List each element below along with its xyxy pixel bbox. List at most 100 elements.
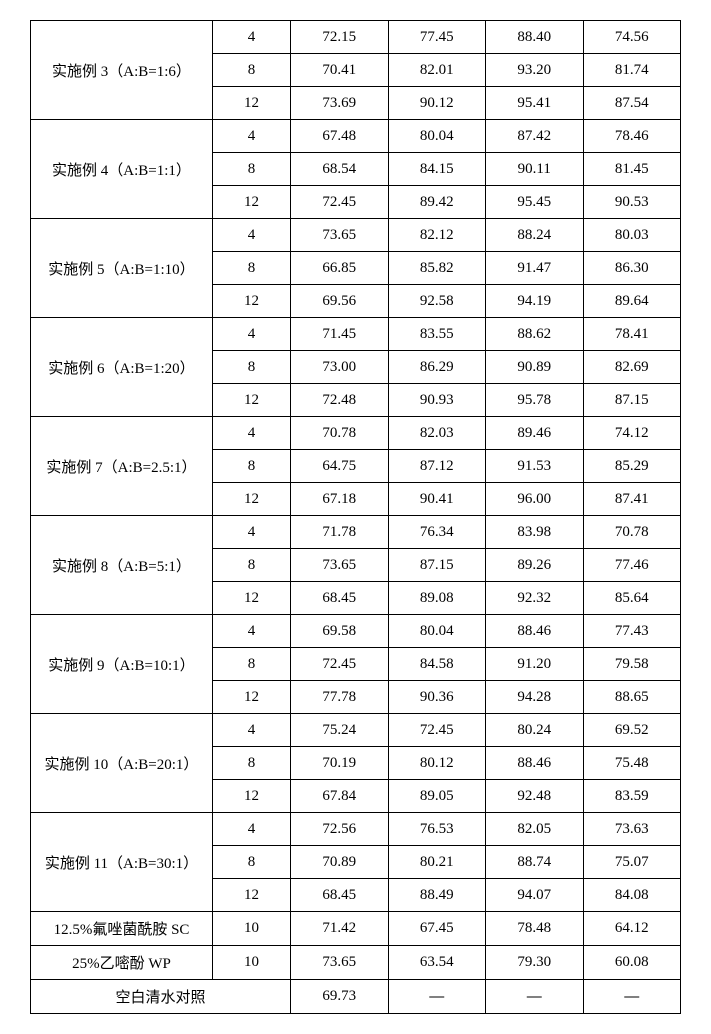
dose-cell: 12 — [213, 384, 291, 417]
value-cell: 67.48 — [291, 120, 389, 153]
dose-cell: 12 — [213, 483, 291, 516]
table-row: 实施例 4（A:B=1:1）467.4880.0487.4278.46 — [31, 120, 681, 153]
value-cell: 92.58 — [388, 285, 486, 318]
dose-cell: 4 — [213, 615, 291, 648]
value-cell: 68.45 — [291, 582, 389, 615]
value-cell: 83.59 — [583, 780, 681, 813]
value-cell: 87.54 — [583, 87, 681, 120]
value-cell: 88.49 — [388, 879, 486, 912]
group-label: 实施例 9（A:B=10:1） — [31, 615, 213, 714]
table-row: 实施例 5（A:B=1:10）473.6582.1288.2480.03 — [31, 219, 681, 252]
value-cell: 77.46 — [583, 549, 681, 582]
table-row: 12.5%氟唑菌酰胺 SC1071.4267.4578.4864.12 — [31, 912, 681, 946]
value-cell: 79.30 — [486, 946, 584, 980]
table-row: 实施例 9（A:B=10:1）469.5880.0488.4677.43 — [31, 615, 681, 648]
table-row: 实施例 3（A:B=1:6）472.1577.4588.4074.56 — [31, 21, 681, 54]
value-cell: 93.20 — [486, 54, 584, 87]
value-cell: 70.19 — [291, 747, 389, 780]
value-cell: 82.69 — [583, 351, 681, 384]
dose-cell: 12 — [213, 879, 291, 912]
value-cell: 70.89 — [291, 846, 389, 879]
dose-cell: 8 — [213, 54, 291, 87]
value-cell: 69.58 — [291, 615, 389, 648]
value-cell: 72.45 — [291, 186, 389, 219]
value-cell: 94.07 — [486, 879, 584, 912]
dose-cell: 4 — [213, 813, 291, 846]
row-label: 12.5%氟唑菌酰胺 SC — [31, 912, 213, 946]
value-cell: 70.78 — [291, 417, 389, 450]
value-cell: 82.12 — [388, 219, 486, 252]
value-cell: 76.34 — [388, 516, 486, 549]
value-cell: 76.53 — [388, 813, 486, 846]
value-cell: 95.78 — [486, 384, 584, 417]
value-cell: 60.08 — [583, 946, 681, 980]
value-cell: 88.46 — [486, 747, 584, 780]
dose-cell: 4 — [213, 318, 291, 351]
value-cell: 64.12 — [583, 912, 681, 946]
value-cell: 72.48 — [291, 384, 389, 417]
table-row: 实施例 11（A:B=30:1）472.5676.5382.0573.63 — [31, 813, 681, 846]
value-cell: 72.56 — [291, 813, 389, 846]
value-cell: 91.20 — [486, 648, 584, 681]
footer-row: 空白清水对照69.73——— — [31, 980, 681, 1014]
dash-cell: — — [388, 980, 486, 1014]
value-cell: 81.45 — [583, 153, 681, 186]
value-cell: 72.45 — [291, 648, 389, 681]
group-label: 实施例 10（A:B=20:1） — [31, 714, 213, 813]
dose-cell: 4 — [213, 120, 291, 153]
group-label: 实施例 5（A:B=1:10） — [31, 219, 213, 318]
value-cell: 80.24 — [486, 714, 584, 747]
value-cell: 96.00 — [486, 483, 584, 516]
value-cell: 92.48 — [486, 780, 584, 813]
value-cell: 88.24 — [486, 219, 584, 252]
value-cell: 68.54 — [291, 153, 389, 186]
value-cell: 68.45 — [291, 879, 389, 912]
value-cell: 90.41 — [388, 483, 486, 516]
value-cell: 78.41 — [583, 318, 681, 351]
dose-cell: 8 — [213, 747, 291, 780]
dose-cell: 8 — [213, 450, 291, 483]
value-cell: 82.03 — [388, 417, 486, 450]
value-cell: 69.52 — [583, 714, 681, 747]
value-cell: 73.65 — [291, 946, 389, 980]
value-cell: 81.74 — [583, 54, 681, 87]
dash-cell: — — [583, 980, 681, 1014]
value-cell: 86.30 — [583, 252, 681, 285]
value-cell: 82.05 — [486, 813, 584, 846]
value-cell: 74.12 — [583, 417, 681, 450]
value-cell: 94.19 — [486, 285, 584, 318]
value-cell: 70.78 — [583, 516, 681, 549]
value-cell: 89.42 — [388, 186, 486, 219]
dose-cell: 12 — [213, 582, 291, 615]
dose-cell: 12 — [213, 186, 291, 219]
value-cell: 73.63 — [583, 813, 681, 846]
dose-cell: 4 — [213, 516, 291, 549]
dash-cell: — — [486, 980, 584, 1014]
value-cell: 73.69 — [291, 87, 389, 120]
table-row: 25%乙嘧酚 WP1073.6563.5479.3060.08 — [31, 946, 681, 980]
value-cell: 70.41 — [291, 54, 389, 87]
value-cell: 71.42 — [291, 912, 389, 946]
dose-cell: 10 — [213, 946, 291, 980]
value-cell: 77.43 — [583, 615, 681, 648]
value-cell: 88.65 — [583, 681, 681, 714]
dose-cell: 4 — [213, 21, 291, 54]
value-cell: 78.48 — [486, 912, 584, 946]
value-cell: 85.64 — [583, 582, 681, 615]
value-cell: 87.42 — [486, 120, 584, 153]
dose-cell: 8 — [213, 846, 291, 879]
value-cell: 87.12 — [388, 450, 486, 483]
value-cell: 88.46 — [486, 615, 584, 648]
value-cell: 85.82 — [388, 252, 486, 285]
value-cell: 84.58 — [388, 648, 486, 681]
value-cell: 73.00 — [291, 351, 389, 384]
results-table: 实施例 3（A:B=1:6）472.1577.4588.4074.56870.4… — [30, 20, 681, 1014]
value-cell: 73.65 — [291, 219, 389, 252]
value-cell: 89.05 — [388, 780, 486, 813]
value-cell: 86.29 — [388, 351, 486, 384]
dose-cell: 12 — [213, 285, 291, 318]
group-label: 实施例 3（A:B=1:6） — [31, 21, 213, 120]
value-cell: 67.18 — [291, 483, 389, 516]
footer-label: 空白清水对照 — [31, 980, 291, 1014]
value-cell: 87.15 — [388, 549, 486, 582]
